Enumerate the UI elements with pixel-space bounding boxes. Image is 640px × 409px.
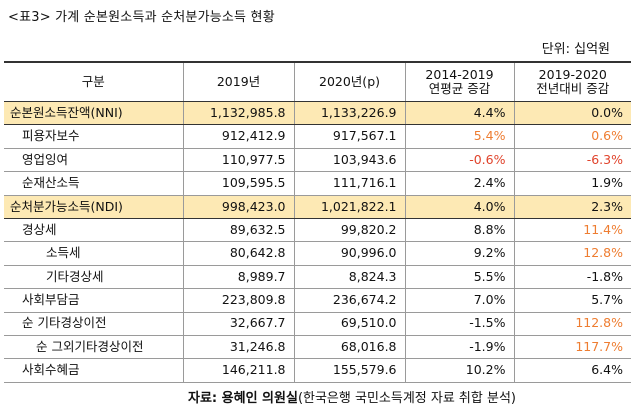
row-label: 사회수혜금	[4, 358, 184, 383]
avg-change: 5.5%	[405, 265, 515, 290]
value-2019: 80,642.8	[183, 241, 295, 266]
row-label: 기타경상세	[4, 265, 184, 290]
yoy-change: 12.8%	[514, 241, 631, 266]
avg-change: 4.4%	[405, 100, 515, 126]
table-body: 순본원소득잔액(NNI) 1,132,985.8 1,133,226.9 4.4% 0.…	[4, 100, 631, 383]
value-2019: 912,412.9	[183, 124, 295, 149]
value-2019: 32,667.7	[183, 312, 295, 336]
row-label: 순 기타경상이전	[4, 312, 184, 336]
header-yoy-change: 2019-2020 전년대비 증감	[514, 61, 631, 102]
unit-label: 단위: 십억원	[541, 42, 610, 57]
table-header: 구분 2019년 2020년(p) 2014-2019 연평균 증감 2019-2…	[4, 61, 631, 102]
yoy-change: 117.7%	[514, 335, 631, 360]
table-row: 기타경상세 8,989.7 8,824.3 5.5% -1.8%	[4, 265, 631, 290]
yoy-change: 2.3%	[514, 194, 631, 219]
value-2020: 236,674.2	[294, 288, 406, 313]
source-prefix: 자료: 용혜인 의원실	[188, 391, 298, 406]
row-label: 영업잉여	[4, 148, 184, 173]
value-2020: 1,021,822.1	[294, 194, 406, 219]
row-label: 소득세	[4, 241, 184, 266]
table-row: 영업잉여 110,977.5 103,943.6 -0.6% -6.3%	[4, 148, 631, 173]
value-2020: 8,824.3	[294, 265, 406, 290]
row-label: 순재산소득	[4, 171, 184, 196]
header-avg-change: 2014-2019 연평균 증감	[405, 61, 515, 102]
source-note: 자료: 용혜인 의원실(한국은행 국민소득계정 자료 취합 분석)	[188, 387, 516, 406]
header-category: 구분	[4, 61, 184, 102]
value-2019: 1,132,985.8	[183, 100, 295, 126]
avg-change: -0.6%	[405, 148, 515, 173]
table-row: 소득세 80,642.8 90,996.0 9.2% 12.8%	[4, 241, 631, 266]
value-2020: 99,820.2	[294, 218, 406, 243]
table-row: 순처분가능소득(NDI) 998,423.0 1,021,822.1 4.0% 2.3%	[4, 194, 631, 219]
value-2019: 110,977.5	[183, 148, 295, 173]
avg-change: 9.2%	[405, 241, 515, 266]
yoy-change: -6.3%	[514, 148, 631, 173]
table-row: 순재산소득 109,595.5 111,716.1 2.4% 1.9%	[4, 171, 631, 196]
yoy-change: 112.8%	[514, 312, 631, 336]
row-label: 피용자보수	[4, 124, 184, 149]
header-2019: 2019년	[183, 61, 295, 102]
value-2020: 90,996.0	[294, 241, 406, 266]
value-2020: 69,510.0	[294, 312, 406, 336]
table-row: 사회수혜금 146,211.8 155,579.6 10.2% 6.4%	[4, 358, 631, 383]
avg-change: 10.2%	[405, 358, 515, 383]
table-row: 순 그외기타경상이전 31,246.8 68,016.8 -1.9% 117.7%	[4, 335, 631, 360]
value-2020: 917,567.1	[294, 124, 406, 149]
value-2019: 31,246.8	[183, 335, 295, 360]
table-row: 순본원소득잔액(NNI) 1,132,985.8 1,133,226.9 4.4% 0.…	[4, 100, 631, 126]
row-label: 순본원소득잔액(NNI)	[4, 100, 184, 126]
avg-change: 7.0%	[405, 288, 515, 313]
value-2019: 89,632.5	[183, 218, 295, 243]
yoy-change: 11.4%	[514, 218, 631, 243]
value-2019: 223,809.8	[183, 288, 295, 313]
value-2020: 103,943.6	[294, 148, 406, 173]
table-title: <표3> 가계 순본원소득과 순처분가능소득 현황	[8, 10, 275, 25]
avg-change: -1.9%	[405, 335, 515, 360]
avg-change: 2.4%	[405, 171, 515, 196]
yoy-change: 1.9%	[514, 171, 631, 196]
value-2019: 109,595.5	[183, 171, 295, 196]
avg-change: -1.5%	[405, 312, 515, 336]
header-2020: 2020년(p)	[294, 61, 406, 102]
value-2019: 998,423.0	[183, 194, 295, 219]
table-row: 피용자보수 912,412.9 917,567.1 5.4% 0.6%	[4, 124, 631, 149]
row-label: 경상세	[4, 218, 184, 243]
table-row: 경상세 89,632.5 99,820.2 8.8% 11.4%	[4, 218, 631, 243]
value-2020: 155,579.6	[294, 358, 406, 383]
value-2019: 8,989.7	[183, 265, 295, 290]
value-2019: 146,211.8	[183, 358, 295, 383]
yoy-change: -1.8%	[514, 265, 631, 290]
row-label: 순처분가능소득(NDI)	[4, 194, 184, 219]
yoy-change: 5.7%	[514, 288, 631, 313]
header-yoy-line: 2019-2020 전년대비 증감	[536, 66, 610, 96]
value-2020: 68,016.8	[294, 335, 406, 360]
header-avg-line: 2014-2019 연평균 증감	[425, 66, 494, 96]
yoy-change: 6.4%	[514, 358, 631, 383]
avg-change: 5.4%	[405, 124, 515, 149]
yoy-change: 0.0%	[514, 100, 631, 126]
income-table: 구분 2019년 2020년(p) 2014-2019 연평균 증감 2019-2…	[4, 61, 631, 383]
table-row: 사회부담금 223,809.8 236,674.2 7.0% 5.7%	[4, 288, 631, 313]
table-row: 순 기타경상이전 32,667.7 69,510.0 -1.5% 112.8%	[4, 312, 631, 336]
row-label: 사회부담금	[4, 288, 184, 313]
avg-change: 4.0%	[405, 194, 515, 219]
value-2020: 1,133,226.9	[294, 100, 406, 126]
yoy-change: 0.6%	[514, 124, 631, 149]
source-suffix: (한국은행 국민소득계정 자료 취합 분석)	[297, 391, 516, 406]
avg-change: 8.8%	[405, 218, 515, 243]
row-label: 순 그외기타경상이전	[4, 335, 184, 360]
value-2020: 111,716.1	[294, 171, 406, 196]
